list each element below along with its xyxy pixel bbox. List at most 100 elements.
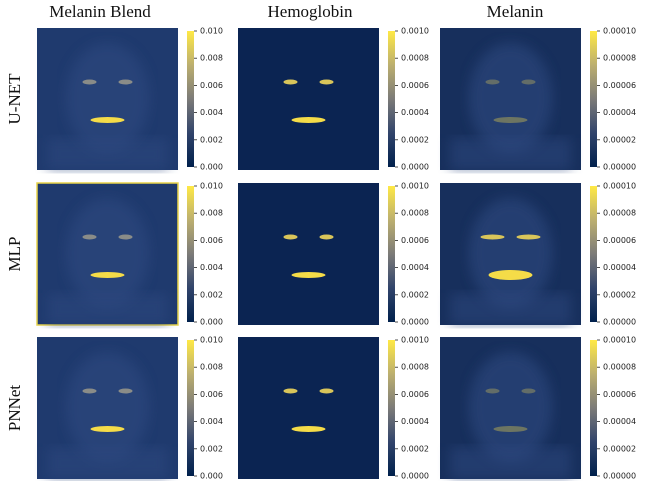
heatmap-image [238, 183, 379, 325]
colorbar-tick-label: 0.00010 [603, 182, 636, 191]
colorbar-tick-label: 0.010 [200, 182, 223, 191]
colorbar-tick-label: 0.0010 [401, 182, 429, 191]
eye [83, 389, 97, 394]
lips [494, 117, 528, 123]
colorbar-tick-label: 0.00010 [603, 27, 636, 36]
eye [119, 235, 133, 240]
colorbar-tick-label: 0.0002 [401, 135, 429, 144]
colorbar-tick-label: 0.002 [200, 444, 223, 453]
colorbar-tick-label: 0.0004 [401, 263, 429, 272]
heatmap-image [238, 28, 379, 170]
colorbar-tick-label: 0.010 [200, 27, 223, 36]
colorbar-tick-label: 0.0000 [401, 318, 429, 327]
shoulder-shape [450, 293, 571, 325]
column-title: Melanin [487, 2, 544, 21]
colorbar [187, 186, 194, 322]
lips [494, 426, 528, 432]
colorbar-tick-label: 0.004 [200, 108, 223, 117]
heatmap-image [440, 28, 581, 170]
shoulder-shape [47, 447, 168, 479]
row-label: MLP [5, 237, 24, 272]
colorbar-tick-label: 0.002 [200, 135, 223, 144]
lips [292, 272, 326, 278]
column-title: Hemoglobin [268, 2, 353, 21]
image-background [238, 183, 379, 325]
colorbar-tick-label: 0.00006 [603, 81, 636, 90]
colorbar-tick-label: 0.0006 [401, 390, 429, 399]
face-shape [66, 43, 150, 153]
eye [517, 235, 541, 240]
row-label: U-NET [5, 73, 24, 125]
colorbar-tick-label: 0.0008 [401, 54, 429, 63]
colorbar-tick-label: 0.00010 [603, 336, 636, 345]
colorbar-tick-label: 0.00008 [603, 54, 636, 63]
shoulder-shape [47, 293, 168, 325]
lips [91, 272, 125, 278]
colorbar [388, 31, 395, 167]
colorbar-tick-label: 0.00008 [603, 209, 636, 218]
lips [292, 117, 326, 123]
colorbar [187, 340, 194, 476]
colorbar-tick-label: 0.004 [200, 417, 223, 426]
face-shape [66, 198, 150, 308]
column-title: Melanin Blend [49, 2, 151, 21]
eye [522, 80, 536, 85]
colorbar-tick-label: 0.0004 [401, 108, 429, 117]
colorbar-tick-label: 0.00002 [603, 290, 636, 299]
eye [320, 235, 334, 240]
eye [522, 389, 536, 394]
eye [119, 389, 133, 394]
colorbar-tick-label: 0.000 [200, 472, 223, 481]
lips [91, 117, 125, 123]
colorbar-tick-label: 0.008 [200, 209, 223, 218]
shoulder-shape [47, 138, 168, 170]
colorbar-tick-label: 0.00000 [603, 472, 636, 481]
shoulder-shape [450, 447, 571, 479]
colorbar-tick-label: 0.006 [200, 81, 223, 90]
colorbar-tick-label: 0.010 [200, 336, 223, 345]
eye [320, 389, 334, 394]
colorbar-tick-label: 0.00004 [603, 263, 636, 272]
lips [292, 426, 326, 432]
colorbar-tick-label: 0.0006 [401, 81, 429, 90]
image-background [238, 28, 379, 170]
image-background [238, 337, 379, 479]
heatmap-image [37, 337, 178, 479]
colorbar-tick-label: 0.00000 [603, 163, 636, 172]
colorbar-tick-label: 0.0006 [401, 236, 429, 245]
colorbar-tick-label: 0.00004 [603, 417, 636, 426]
colorbar-tick-label: 0.00002 [603, 444, 636, 453]
heatmap-image [37, 183, 178, 325]
colorbar-tick-label: 0.00002 [603, 135, 636, 144]
colorbar-tick-label: 0.000 [200, 163, 223, 172]
colorbar-tick-label: 0.004 [200, 263, 223, 272]
colorbar-tick-label: 0.00000 [603, 318, 636, 327]
colorbar-tick-label: 0.008 [200, 54, 223, 63]
colorbar-tick-label: 0.006 [200, 236, 223, 245]
eye [486, 389, 500, 394]
colorbar-tick-label: 0.0002 [401, 290, 429, 299]
eye [481, 235, 505, 240]
figure: Melanin BlendHemoglobinMelaninU-NETMLPPN… [0, 0, 650, 481]
colorbar-tick-label: 0.00004 [603, 108, 636, 117]
colorbar-tick-label: 0.00006 [603, 390, 636, 399]
face-shape [469, 43, 553, 153]
colorbar-tick-label: 0.000 [200, 318, 223, 327]
colorbar-tick-label: 0.0000 [401, 163, 429, 172]
heatmap-image [440, 337, 581, 479]
face-shape [469, 198, 553, 308]
colorbar [590, 186, 597, 322]
colorbar-tick-label: 0.0010 [401, 336, 429, 345]
eye [486, 80, 500, 85]
colorbar-tick-label: 0.006 [200, 390, 223, 399]
face-shape [469, 352, 553, 462]
eye [284, 235, 298, 240]
colorbar [187, 31, 194, 167]
eye [119, 80, 133, 85]
heatmap-image [238, 337, 379, 479]
eye [83, 235, 97, 240]
eye [320, 80, 334, 85]
colorbar [590, 31, 597, 167]
lips [91, 426, 125, 432]
colorbar-tick-label: 0.008 [200, 363, 223, 372]
